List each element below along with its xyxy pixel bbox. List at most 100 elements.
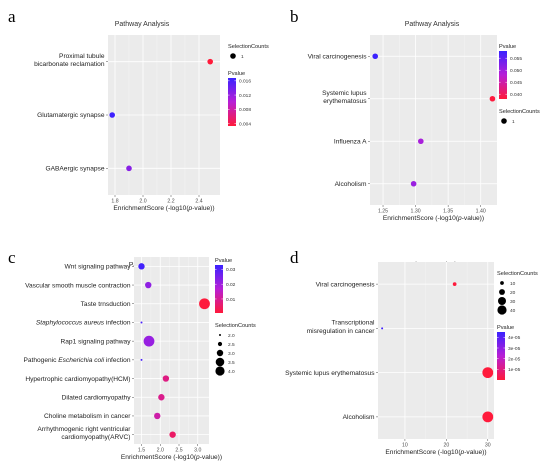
plot-background bbox=[378, 262, 494, 439]
color-legend-label: 0.040 bbox=[510, 92, 522, 98]
data-point bbox=[109, 112, 115, 118]
data-point bbox=[158, 394, 165, 401]
x-tick-label: 2.5 bbox=[175, 448, 182, 454]
data-point bbox=[381, 327, 384, 330]
size-legend-key bbox=[501, 118, 507, 124]
data-point bbox=[410, 180, 417, 187]
x-axis-label-part: EnrichmentScore (-log10( bbox=[121, 454, 197, 461]
y-category-label: Glutamatergic synapse bbox=[37, 112, 105, 119]
y-category-label-part: Hypertrophic cardiomyopathy(HCM) bbox=[25, 376, 130, 383]
color-legend-label: 1e-05 bbox=[508, 367, 521, 373]
x-tick-label: 2.4 bbox=[195, 199, 202, 205]
y-category-label: Pathogenic Escherichia coli infection bbox=[23, 357, 130, 364]
size-legend-label: 10 bbox=[510, 281, 516, 287]
y-category-label-part: Choline metabolism in cancer bbox=[44, 413, 131, 420]
y-category-label: Vascular smooth muscle contraction bbox=[25, 282, 131, 289]
size-legend-label: 2.5 bbox=[228, 342, 235, 348]
data-point bbox=[482, 411, 494, 423]
y-category-label-part: Transcriptional bbox=[332, 320, 376, 327]
color-legend-label: 0.050 bbox=[510, 68, 522, 74]
size-legend-title: SelectionCounts bbox=[228, 44, 269, 50]
panel-title: Pathway Analysis bbox=[405, 21, 460, 28]
x-tick-label: 10 bbox=[402, 443, 408, 449]
x-axis-label: EnrichmentScore (-log10(p-value)) bbox=[121, 454, 222, 461]
x-axis-label-part: -value)) bbox=[462, 215, 484, 222]
color-legend-label: 0.02 bbox=[226, 282, 236, 288]
y-category-label-part: Vascular smooth muscle contraction bbox=[25, 282, 131, 289]
size-legend-key bbox=[217, 341, 223, 347]
y-category-label-part: infection bbox=[104, 357, 131, 364]
x-axis-label-part: p bbox=[195, 454, 200, 461]
x-tick-label: 1.30 bbox=[411, 209, 421, 215]
y-category-label-part: erythematosus bbox=[323, 98, 367, 105]
size-legend-label: 2.0 bbox=[228, 333, 235, 339]
data-point bbox=[138, 263, 145, 270]
color-legend-label: 0.016 bbox=[239, 79, 251, 85]
size-legend-key bbox=[230, 53, 236, 59]
x-tick-label: 1.40 bbox=[476, 209, 486, 215]
size-legend-key bbox=[499, 289, 505, 295]
x-axis-label-part: EnrichmentScore (-log10( bbox=[113, 205, 189, 212]
color-legend-title: Pvalue bbox=[215, 258, 232, 264]
y-category-label: misregulation in cancer bbox=[307, 328, 376, 335]
panel-b: b Pathway Analysis 1.25 1.30 1.35 1.40 Viral c… bbox=[290, 7, 540, 222]
y-category-label: GABAergic synapse bbox=[45, 166, 104, 173]
color-legend-label: 3e-05 bbox=[508, 346, 521, 352]
size-legend-label: 20 bbox=[510, 290, 516, 296]
y-category-label: erythematosus bbox=[323, 98, 367, 105]
y-category-label-part: Systemic lupus bbox=[322, 90, 367, 97]
data-point bbox=[207, 58, 213, 65]
size-legend-key bbox=[497, 305, 507, 315]
size-legend-key bbox=[215, 366, 225, 376]
y-category-label: Influenza A bbox=[334, 138, 367, 145]
y-category-label: Systemic lupus erythematosus bbox=[285, 370, 375, 377]
y-category-label-part: Dilated cardiomyopathy bbox=[62, 394, 132, 401]
color-legend-label: 0.012 bbox=[239, 93, 251, 99]
y-category-label: Rap1 signaling pathway bbox=[60, 338, 131, 345]
y-category-label: Choline metabolism in cancer bbox=[44, 413, 131, 420]
x-tick-label: 2.0 bbox=[157, 448, 164, 454]
color-legend-label: 0.01 bbox=[226, 297, 236, 303]
y-category-label: Proximal tubule bbox=[59, 53, 105, 60]
x-tick-label: 2.2 bbox=[167, 199, 174, 205]
color-legend-bar bbox=[499, 51, 507, 99]
y-category-label: Dilated cardiomyopathy bbox=[62, 394, 132, 401]
y-category-label-part: Pathogenic bbox=[23, 357, 58, 364]
size-legend-title: SelectionCounts bbox=[497, 271, 538, 277]
color-legend-label: 0.045 bbox=[510, 80, 522, 86]
size-legend-label: 3.5 bbox=[228, 360, 235, 366]
x-axis-label-part: EnrichmentScore (-log10( bbox=[383, 215, 459, 222]
x-tick-label: 2.0 bbox=[139, 199, 146, 205]
data-point bbox=[199, 298, 210, 310]
color-legend-label: 0.008 bbox=[239, 107, 251, 113]
y-category-label-part: Viral carcinogenesis bbox=[308, 53, 368, 60]
y-category-label: Hypertrophic cardiomyopathy(HCM) bbox=[25, 376, 130, 383]
x-tick-label: 20 bbox=[443, 443, 449, 449]
size-legend-label: 1 bbox=[241, 54, 244, 60]
plot-background bbox=[370, 35, 497, 205]
y-category-label-part: infection bbox=[104, 320, 131, 327]
y-category-label-part: Systemic lupus erythematosus bbox=[285, 370, 375, 377]
y-category-label-part: GABAergic synapse bbox=[45, 166, 104, 173]
color-legend-title: Pvalue bbox=[228, 71, 245, 77]
y-category-label: Viral carcinogenesis bbox=[316, 281, 376, 288]
y-category-label-part: Proximal tubule bbox=[59, 53, 105, 60]
x-axis-label: EnrichmentScore (-log10(p-value)) bbox=[383, 215, 484, 222]
data-point bbox=[162, 375, 170, 382]
size-legend-label: 3.0 bbox=[228, 351, 235, 357]
panel-letter: a bbox=[8, 7, 16, 26]
y-category-label-part: Arrhythmogenic right ventricular bbox=[37, 426, 131, 433]
y-category-label-part: Staphylococcus aureus bbox=[36, 320, 105, 327]
data-point bbox=[489, 95, 496, 102]
y-category-label-part: Rap1 signaling pathway bbox=[60, 338, 131, 345]
data-point bbox=[140, 358, 143, 361]
y-category-label: Staphylococcus aureus infection bbox=[36, 320, 131, 327]
y-category-label: Viral carcinogenesis bbox=[308, 53, 368, 60]
data-point bbox=[418, 138, 424, 145]
size-legend-key bbox=[216, 349, 224, 357]
color-legend-bar bbox=[228, 78, 236, 126]
y-category-label: bicarbonate reclamation bbox=[34, 61, 105, 68]
panel-a: a Pathway Analysis 1.8 2.0 2.2 2.4 Proximal tu… bbox=[8, 7, 269, 212]
panel-title: Pathway Analysis bbox=[115, 21, 170, 28]
x-axis-label: EnrichmentScore (-log10(p-value)) bbox=[385, 449, 486, 456]
